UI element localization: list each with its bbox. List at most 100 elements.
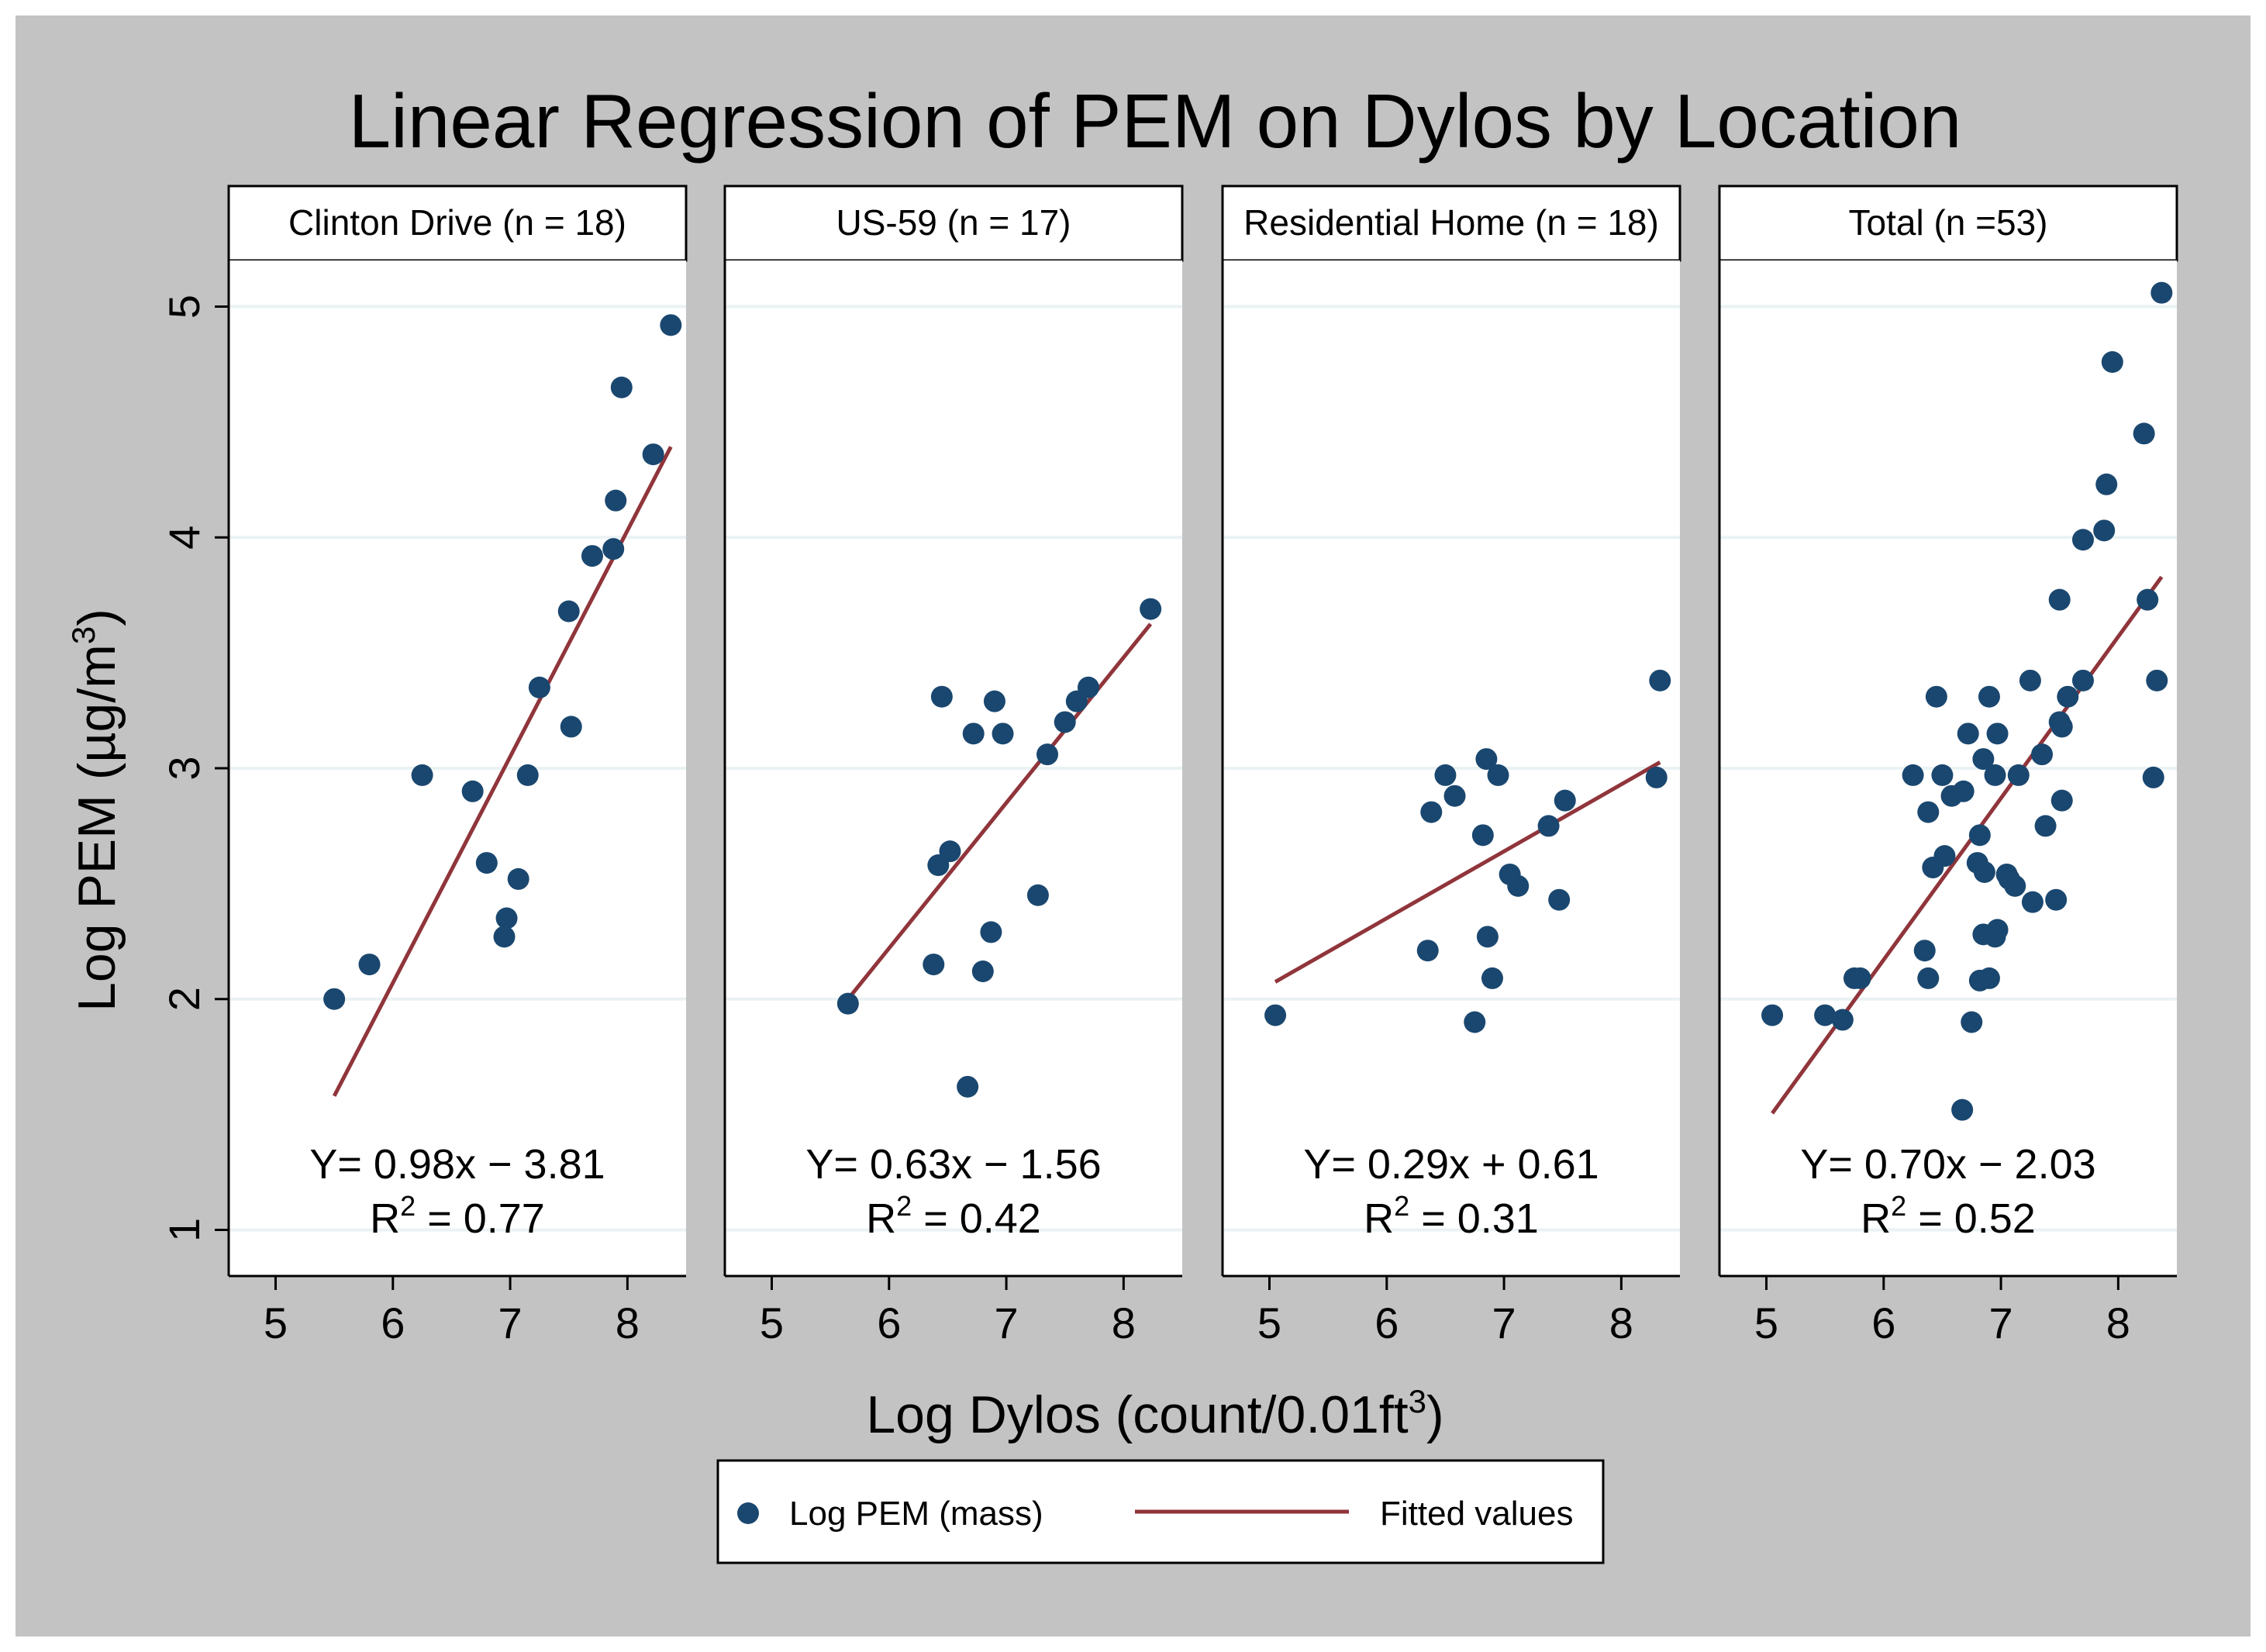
- legend-point-label: Log PEM (mass): [789, 1495, 1043, 1533]
- data-point: [1814, 1004, 1837, 1026]
- data-point: [2007, 764, 2030, 786]
- data-point: [1951, 1098, 1974, 1121]
- x-tick-label: 7: [1492, 1298, 1516, 1347]
- data-point: [1420, 801, 1443, 823]
- x-tick-label: 5: [760, 1298, 784, 1347]
- data-point: [1481, 967, 1503, 989]
- r-squared-sup: 2: [896, 1190, 912, 1222]
- x-tick-label: 6: [381, 1298, 405, 1347]
- strip-box: [1221, 185, 1681, 262]
- r-squared: R2 = 0.77: [370, 1190, 545, 1242]
- data-point: [411, 764, 433, 786]
- data-point: [602, 538, 625, 560]
- data-point: [610, 376, 633, 398]
- data-point: [2150, 281, 2173, 304]
- data-point: [1264, 1004, 1287, 1026]
- data-point: [2057, 685, 2079, 708]
- strip-label: Residential Home (n = 18): [1243, 202, 1659, 243]
- y-axis-title-sup: 3: [65, 626, 102, 644]
- r-squared-symbol: R: [866, 1195, 896, 1242]
- data-point: [1077, 676, 1099, 698]
- data-point: [2045, 888, 2068, 911]
- data-point: [980, 921, 1002, 943]
- strip-label: Clinton Drive (n = 18): [288, 202, 626, 243]
- data-point: [2095, 473, 2118, 495]
- strip-box: [723, 185, 1184, 262]
- data-point: [939, 840, 961, 863]
- data-point: [2031, 743, 2054, 766]
- r-squared-value: = 0.77: [416, 1195, 545, 1242]
- data-point: [1054, 711, 1076, 733]
- data-point: [1917, 967, 1940, 989]
- data-point: [560, 716, 582, 738]
- data-point: [2048, 588, 2071, 611]
- legend-line-label: Fitted values: [1380, 1495, 1573, 1533]
- y-axis-title-close: ): [67, 609, 126, 626]
- data-point: [1978, 685, 2000, 708]
- data-point: [1831, 1009, 1854, 1031]
- data-point: [516, 764, 539, 786]
- data-point: [493, 926, 516, 948]
- regression-equation: Y= 0.70x − 2.03: [1800, 1141, 2095, 1188]
- strip-label: US-59 (n = 17): [836, 202, 1071, 243]
- fitted-line: [846, 623, 1153, 1001]
- data-point: [557, 600, 580, 623]
- data-point: [1548, 888, 1571, 911]
- data-point: [923, 954, 945, 976]
- r-squared-sup: 2: [1394, 1190, 1409, 1222]
- data-point: [1925, 685, 1947, 708]
- r-squared-symbol: R: [1364, 1195, 1394, 1242]
- x-axis-title-close: ): [1426, 1385, 1444, 1444]
- r-squared-symbol: R: [370, 1195, 400, 1242]
- data-point: [983, 690, 1005, 712]
- data-point: [507, 867, 529, 890]
- data-point: [2146, 669, 2168, 691]
- data-point: [1913, 940, 1936, 962]
- data-point: [660, 314, 682, 336]
- data-point: [836, 992, 859, 1015]
- data-point: [1487, 764, 1509, 786]
- y-tick-label: 2: [160, 987, 209, 1011]
- r-squared-symbol: R: [1861, 1195, 1891, 1242]
- data-point: [1537, 815, 1560, 837]
- data-point: [1645, 766, 1668, 788]
- data-point: [2093, 519, 2116, 542]
- data-point: [2142, 766, 2164, 788]
- data-point: [1986, 723, 2009, 745]
- data-point: [358, 954, 381, 976]
- data-point: [1761, 1004, 1784, 1026]
- panels-group: Clinton Drive (n = 18) 1 2 3 4 5 5 6 7 8 Y= 0.98x …: [160, 185, 2178, 1347]
- x-tick-label: 5: [264, 1298, 288, 1347]
- r-squared-sup: 2: [1891, 1190, 1906, 1222]
- data-point: [1443, 785, 1466, 807]
- data-point: [528, 676, 550, 698]
- x-tick-label: 7: [1988, 1298, 2012, 1347]
- data-point: [2004, 874, 2026, 897]
- data-point: [2101, 351, 2123, 373]
- x-tick-label: 8: [616, 1298, 640, 1347]
- x-tick-label: 5: [1257, 1298, 1281, 1347]
- r-squared-value: = 0.31: [1409, 1195, 1539, 1242]
- data-point: [1968, 824, 1991, 847]
- y-tick-label: 1: [160, 1218, 209, 1242]
- data-point: [2071, 669, 2094, 691]
- x-tick-label: 7: [994, 1298, 1018, 1347]
- data-point: [971, 961, 994, 982]
- x-axis-title-sup: 3: [1409, 1383, 1426, 1419]
- data-point: [1434, 764, 1457, 786]
- x-tick-label: 6: [1871, 1298, 1895, 1347]
- y-axis-title-main: Log PEM (µg/m: [67, 644, 126, 1012]
- data-point: [642, 443, 664, 466]
- data-point: [1475, 748, 1498, 771]
- data-point: [2050, 716, 2073, 738]
- data-point: [1917, 801, 1940, 823]
- data-point: [1849, 967, 1871, 989]
- x-axis-title: Log Dylos (count/0.01ft3): [866, 1383, 1443, 1444]
- r-squared-sup: 2: [400, 1190, 416, 1222]
- chart-title: Linear Regression of PEM on Dylos by Loc…: [349, 78, 1962, 164]
- y-tick-label: 3: [160, 756, 209, 780]
- data-point: [1476, 926, 1499, 948]
- x-tick-label: 6: [1374, 1298, 1399, 1347]
